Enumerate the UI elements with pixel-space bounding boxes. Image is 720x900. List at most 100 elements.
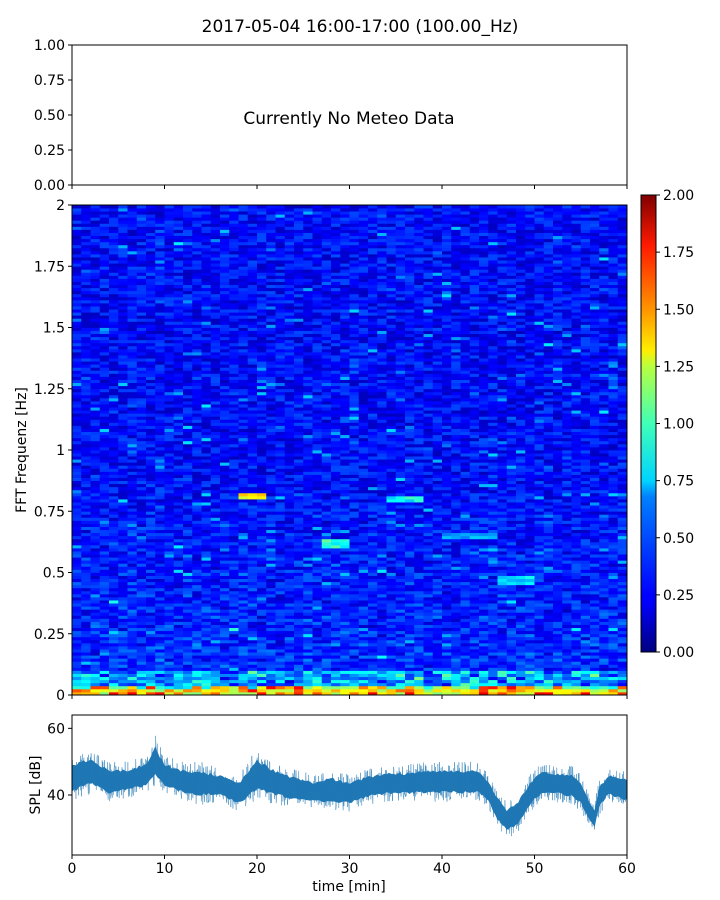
spectrogram-cell xyxy=(312,321,323,325)
spectrogram-cell xyxy=(146,627,156,632)
spectrogram-cell xyxy=(173,508,184,512)
spectrogram-cell xyxy=(275,508,286,512)
spectrogram-cell xyxy=(247,523,258,527)
spectrogram-cell xyxy=(349,554,360,558)
spectrogram-cell xyxy=(358,691,369,695)
spectrogram-cell xyxy=(340,440,350,445)
spectrogram-cell xyxy=(229,642,239,647)
spectrogram-cell xyxy=(146,477,156,482)
spectrogram-cell xyxy=(210,606,221,610)
spectrogram-cell xyxy=(72,612,82,616)
spectrogram-cell xyxy=(109,361,119,365)
spectrogram-cell xyxy=(109,321,119,325)
spectrogram-cell xyxy=(136,281,147,286)
spectrogram-cell xyxy=(238,551,249,555)
spectrogram-cell xyxy=(266,486,276,491)
spectrogram-cell xyxy=(303,551,313,555)
spectrogram-cell xyxy=(331,642,341,647)
spectrogram-cell xyxy=(90,453,101,457)
spectrogram-cell xyxy=(90,407,101,411)
spectrogram-cell xyxy=(303,572,313,576)
spectrogram-cell xyxy=(229,578,239,583)
spectrogram-cell xyxy=(90,238,101,243)
spectrogram-cell xyxy=(275,563,286,567)
spectrogram-cell xyxy=(99,413,110,417)
spectrogram-cell xyxy=(266,342,276,347)
spectrogram-cell xyxy=(331,603,341,607)
spectrogram-cell xyxy=(303,238,313,243)
spectrogram-cell xyxy=(109,633,119,638)
spectrogram-cell xyxy=(99,348,110,353)
spectrogram-cell xyxy=(173,468,184,472)
spectrogram-cell xyxy=(331,508,341,512)
spectrogram-cell xyxy=(81,480,91,485)
spectrogram-cell xyxy=(238,367,249,371)
spectrogram-cell xyxy=(164,572,175,576)
spectrogram-cell xyxy=(284,434,295,439)
spectrogram-cell xyxy=(238,208,249,212)
spectrogram-cell xyxy=(340,303,350,307)
spectrogram-cell xyxy=(321,284,332,289)
spectrogram-cell xyxy=(321,505,332,509)
spectrogram-cell xyxy=(127,691,138,695)
spectrogram-cell xyxy=(312,679,323,684)
spectrogram-cell xyxy=(321,572,332,576)
spectrogram-cell xyxy=(136,633,147,638)
spectrogram-cell xyxy=(192,419,202,423)
spectrogram-cell xyxy=(247,508,258,512)
spectrogram-cell xyxy=(210,257,221,261)
spectrogram-cell xyxy=(340,587,350,592)
spectrogram-cell xyxy=(136,223,147,227)
spectrogram-cell xyxy=(331,254,341,258)
spectrogram-cell xyxy=(146,284,156,289)
spectrogram-cell xyxy=(173,615,184,619)
spectrogram-cell xyxy=(284,260,295,264)
spectrogram-cell xyxy=(183,446,193,451)
spectrogram-cell xyxy=(321,569,332,573)
spectrogram-cell xyxy=(173,664,184,668)
spectrogram-cell xyxy=(201,508,212,512)
spectrogram-cell xyxy=(284,456,295,460)
spectrogram-cell xyxy=(247,465,258,469)
spectrogram-cell xyxy=(220,572,230,576)
spectrogram-cell xyxy=(229,548,239,552)
spectrogram-cell xyxy=(349,217,360,221)
spectrogram-cell xyxy=(294,480,304,485)
spectrogram-cell xyxy=(164,376,175,380)
spectrogram-cell xyxy=(146,535,156,540)
spectrogram-cell xyxy=(275,609,286,613)
spectrogram-cell xyxy=(210,278,221,282)
spectrogram-cell xyxy=(349,339,360,344)
spectrogram-cell xyxy=(229,361,239,365)
spectrogram-cell xyxy=(220,652,230,656)
spectrogram-cell xyxy=(192,587,202,592)
spectrogram-cell xyxy=(127,606,138,610)
spectrogram-cell xyxy=(210,649,221,653)
spectrogram-cell xyxy=(321,223,332,227)
spectrogram-cell xyxy=(220,630,230,635)
spectrogram-cell xyxy=(109,241,119,246)
spectrogram-cell xyxy=(90,575,101,580)
spectrogram-cell xyxy=(294,205,304,209)
spectrogram-cell xyxy=(340,551,350,555)
spectrogram-cell xyxy=(155,281,165,286)
spectrogram-cell xyxy=(247,257,258,261)
spectrogram-cell xyxy=(164,434,175,439)
spectrogram-cell xyxy=(173,541,184,546)
spectrogram-cell xyxy=(303,312,313,316)
spectrogram-cell xyxy=(340,508,350,512)
spectrogram-cell xyxy=(238,205,249,209)
spectrogram-cell xyxy=(331,609,341,613)
spectrogram-cell xyxy=(321,355,332,359)
spectrogram-cell xyxy=(349,691,360,695)
spectrogram-cell xyxy=(257,590,267,595)
spectrogram-cell xyxy=(201,269,212,273)
spectrogram-cell xyxy=(220,633,230,638)
spectrogram-cell xyxy=(81,597,91,601)
spectrogram-cell xyxy=(210,376,221,380)
spectrogram-cell xyxy=(294,443,304,448)
spectrogram-cell xyxy=(90,226,101,230)
spectrogram-cell xyxy=(349,287,360,292)
spectrogram-cell xyxy=(109,379,119,384)
spectrogram-cell xyxy=(109,624,119,629)
